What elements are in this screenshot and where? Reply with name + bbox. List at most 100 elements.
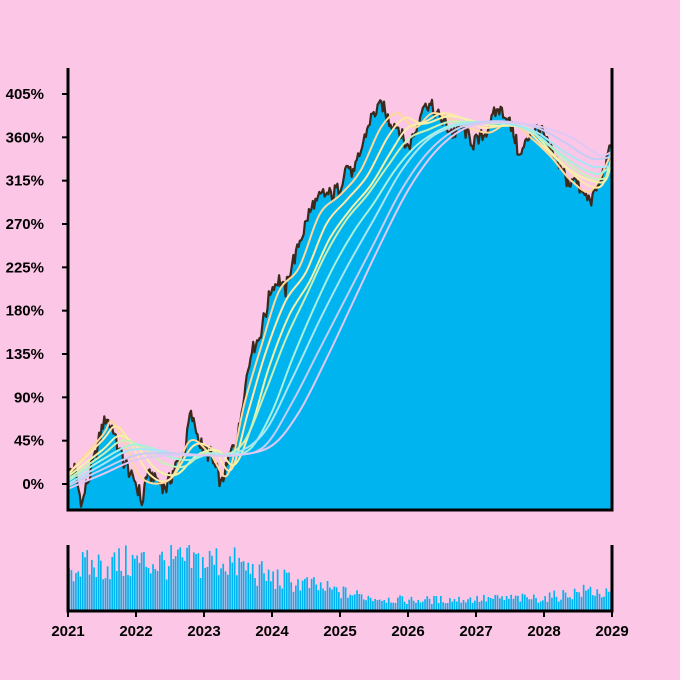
volume-bar xyxy=(557,601,560,611)
volume-bar xyxy=(329,587,331,611)
volume-bar xyxy=(394,602,397,611)
volume-bar xyxy=(190,567,193,611)
volume-bar xyxy=(494,595,497,611)
volume-bar xyxy=(344,587,347,611)
volume-bar xyxy=(140,552,143,611)
moving-average-line-8 xyxy=(67,121,613,490)
volume-bar xyxy=(270,581,272,611)
volume-bar xyxy=(319,582,322,611)
volume-bar xyxy=(156,570,159,611)
volume-bar xyxy=(440,596,442,611)
volume-bar xyxy=(442,602,444,611)
volume-bar xyxy=(213,564,216,611)
volume-bar xyxy=(267,569,270,611)
axes: 0% 45% 90% 135% 180% 225% 270% 315% 360% 405% 2021… xyxy=(6,68,629,640)
volume-bar xyxy=(301,580,304,611)
volume-bar xyxy=(517,595,519,611)
volume-bar xyxy=(578,592,580,611)
volume-bar xyxy=(378,599,381,611)
volume-bar xyxy=(276,569,279,611)
volume-bar xyxy=(607,591,610,611)
x-tick-label: 2025 xyxy=(323,623,356,640)
price-area xyxy=(68,99,612,511)
volume-bar xyxy=(215,548,218,611)
moving-average-line-5 xyxy=(67,120,613,482)
volume-bar xyxy=(605,588,608,611)
volume-bar xyxy=(483,594,485,611)
y-tick-label: 315% xyxy=(6,173,44,190)
volume-bar xyxy=(431,604,433,611)
volume-bar xyxy=(172,559,175,611)
x-tick-label: 2027 xyxy=(459,623,492,640)
volume-bar xyxy=(285,572,288,611)
volume-bar xyxy=(542,600,544,611)
volume-bar xyxy=(553,590,556,611)
volume-bar xyxy=(544,596,546,611)
volume-bar xyxy=(86,550,89,611)
volume-bar xyxy=(177,549,179,611)
volume-bar xyxy=(526,597,528,611)
volume-bar xyxy=(449,598,451,611)
volume-bar xyxy=(399,595,401,611)
volume-bar xyxy=(188,545,191,611)
volume-bar xyxy=(220,568,222,611)
volume-bar xyxy=(159,554,161,611)
volume-bar xyxy=(122,575,125,611)
volume-bar xyxy=(433,596,435,611)
volume-bar xyxy=(455,601,458,611)
volume-bar xyxy=(446,603,449,611)
volume-bar xyxy=(217,575,220,611)
volume-bar xyxy=(129,576,132,611)
volume-bar xyxy=(444,603,447,611)
volume-bar xyxy=(100,560,102,611)
volume-bar xyxy=(292,591,295,611)
volume-bar xyxy=(519,601,522,611)
volume-bar xyxy=(381,601,383,611)
volume-bar xyxy=(149,573,152,611)
volume-bar xyxy=(469,597,472,611)
volume-bar xyxy=(120,570,123,611)
volume-bar xyxy=(310,578,313,611)
volume-bar xyxy=(465,602,467,611)
volume-bar xyxy=(224,571,227,611)
volume-bar xyxy=(562,590,565,611)
volume-bar xyxy=(331,589,333,611)
volume-bar xyxy=(138,562,141,611)
volume-bar xyxy=(573,588,576,611)
volume-bar xyxy=(417,600,420,611)
volume-bar xyxy=(154,569,157,611)
volume-bar xyxy=(195,554,197,611)
volume-bar xyxy=(231,562,234,611)
volume-bar xyxy=(258,564,261,611)
volume-bar xyxy=(238,557,240,611)
volume-bar xyxy=(499,598,501,611)
y-tick-label: 180% xyxy=(6,303,44,320)
volume-bar xyxy=(70,570,73,611)
volume-bar xyxy=(410,596,413,611)
volume-bar xyxy=(501,596,503,611)
volume-bar xyxy=(72,581,75,611)
volume-bar xyxy=(535,598,537,611)
volume-bar xyxy=(179,547,182,611)
volume-bar xyxy=(227,574,229,611)
volume-bar xyxy=(91,559,93,611)
volume-bar xyxy=(306,577,308,611)
volume-bar xyxy=(254,578,256,611)
price-plot xyxy=(66,98,614,511)
volume-bar xyxy=(576,592,578,611)
volume-bar xyxy=(387,597,390,611)
volume-bar xyxy=(152,564,154,611)
volume-bar xyxy=(297,579,299,611)
volume-bar xyxy=(539,601,542,611)
volume-bar xyxy=(202,557,204,611)
volume-bar xyxy=(385,602,388,611)
volume-bar xyxy=(551,597,553,611)
volume-bar xyxy=(496,595,499,611)
volume-bar xyxy=(390,602,392,611)
volume-bar xyxy=(589,586,592,611)
volume-bar xyxy=(512,598,515,611)
volume-bar xyxy=(265,580,268,611)
volume-bar xyxy=(299,590,302,611)
volume-bar xyxy=(274,588,277,611)
y-tick-label: 270% xyxy=(6,216,44,233)
